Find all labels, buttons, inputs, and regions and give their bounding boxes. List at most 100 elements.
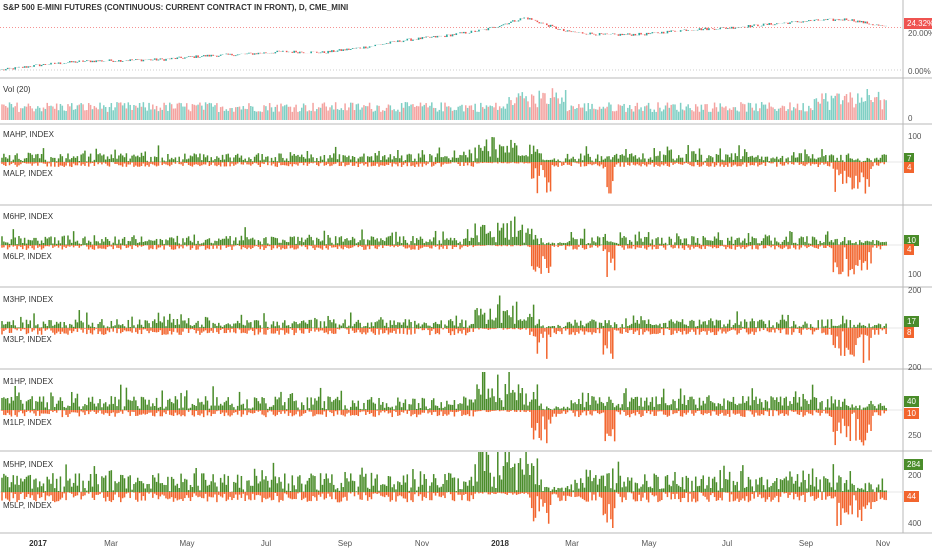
low-index-bar <box>234 328 237 334</box>
high-index-bar <box>613 322 616 328</box>
low-index-bar <box>112 245 114 250</box>
low-index-bar <box>872 245 874 248</box>
low-index-bar <box>204 245 207 250</box>
high-index-bar <box>527 156 529 162</box>
low-index-bar <box>20 162 22 165</box>
high-index-bar <box>310 236 312 245</box>
high-index-bar <box>719 403 721 410</box>
low-index-bar <box>104 328 107 335</box>
low-index-bar <box>157 162 160 166</box>
high-index-bar <box>868 403 870 410</box>
high-index-bar <box>459 241 461 245</box>
high-index-bar <box>677 236 680 245</box>
low-index-bar <box>387 410 390 414</box>
high-index-bar <box>216 156 218 162</box>
high-index-bar <box>853 243 855 245</box>
low-index-bar <box>110 410 113 414</box>
low-index-bar <box>431 245 433 249</box>
high-index-bar <box>696 326 699 328</box>
low-index-bar <box>587 410 590 412</box>
low-index-bar <box>749 328 752 334</box>
low-index-bar <box>167 328 169 335</box>
high-index-bar <box>16 327 18 328</box>
low-index-bar <box>397 410 399 416</box>
volume-bar <box>630 109 633 120</box>
high-index-bar <box>240 155 243 162</box>
volume-bar <box>578 104 580 120</box>
high-index-bar <box>44 491 47 492</box>
low-index-bar <box>172 410 175 417</box>
high-index-bar <box>402 161 405 162</box>
low-index-bar <box>136 492 139 502</box>
high-index-bar <box>519 319 522 328</box>
high-index-bar <box>485 323 488 328</box>
low-index-bar <box>123 245 126 246</box>
high-index-bar <box>52 396 54 410</box>
high-index-bar <box>708 155 710 162</box>
high-index-bar <box>55 243 58 245</box>
high-index-bar <box>185 479 188 492</box>
high-index-bar <box>676 233 678 245</box>
high-index-bar <box>728 157 731 162</box>
high-index-bar <box>826 319 829 328</box>
low-index-bar <box>546 410 548 444</box>
high-index-bar <box>359 408 361 410</box>
high-index-bar <box>219 477 222 492</box>
high-index-bar <box>48 479 50 492</box>
high-index-bar <box>223 238 226 245</box>
low-index-bar <box>302 328 305 334</box>
high-index-bar <box>155 238 158 245</box>
low-index-bar <box>5 162 7 166</box>
volume-bar <box>762 104 765 120</box>
high-index-bar <box>242 324 245 328</box>
high-index-bar <box>383 241 386 245</box>
high-index-bar <box>455 315 458 328</box>
high-index-bar <box>651 325 654 328</box>
high-index-bar <box>72 402 75 410</box>
high-index-bar <box>683 238 686 245</box>
high-index-bar <box>806 154 808 162</box>
high-index-bar <box>566 406 569 410</box>
low-index-bar <box>809 162 812 166</box>
high-index-bar <box>710 240 712 245</box>
volume-bar <box>408 106 410 120</box>
high-index-bar <box>387 327 390 328</box>
low-index-bar <box>238 410 241 411</box>
low-index-bar <box>169 328 171 331</box>
low-index-bar <box>16 492 18 503</box>
low-index-bar <box>632 245 635 247</box>
volume-bar <box>574 108 576 120</box>
high-index-bar <box>723 398 725 410</box>
high-index-bar <box>91 396 94 410</box>
low-index-bar <box>423 245 426 247</box>
high-index-bar <box>464 320 467 328</box>
low-index-bar <box>427 410 429 414</box>
low-index-bar <box>806 410 808 413</box>
low-index-bar <box>463 328 465 330</box>
high-index-bar <box>257 401 260 410</box>
low-index-bar <box>480 410 482 412</box>
low-index-bar <box>559 328 561 332</box>
high-index-bar <box>193 234 196 245</box>
low-index-bar <box>38 410 41 416</box>
high-index-bar <box>463 326 465 328</box>
high-index-bar <box>676 158 678 162</box>
low-index-bar <box>874 162 876 163</box>
volume-bar <box>485 105 488 120</box>
low-index-bar <box>87 245 90 250</box>
low-index-bar <box>48 245 50 247</box>
high-index-bar <box>187 236 190 245</box>
low-index-bar <box>606 410 608 434</box>
high-index-bar <box>444 239 446 245</box>
high-index-bar <box>579 320 582 328</box>
high-index-bar <box>40 401 43 410</box>
high-index-bar <box>749 242 752 245</box>
high-index-bar <box>530 316 533 328</box>
low-index-bar <box>755 162 757 163</box>
low-index-bar <box>185 492 188 496</box>
low-index-bar <box>357 410 360 417</box>
high-index-bar <box>150 156 152 162</box>
high-index-bar <box>845 405 848 410</box>
low-index-bar <box>553 162 556 167</box>
